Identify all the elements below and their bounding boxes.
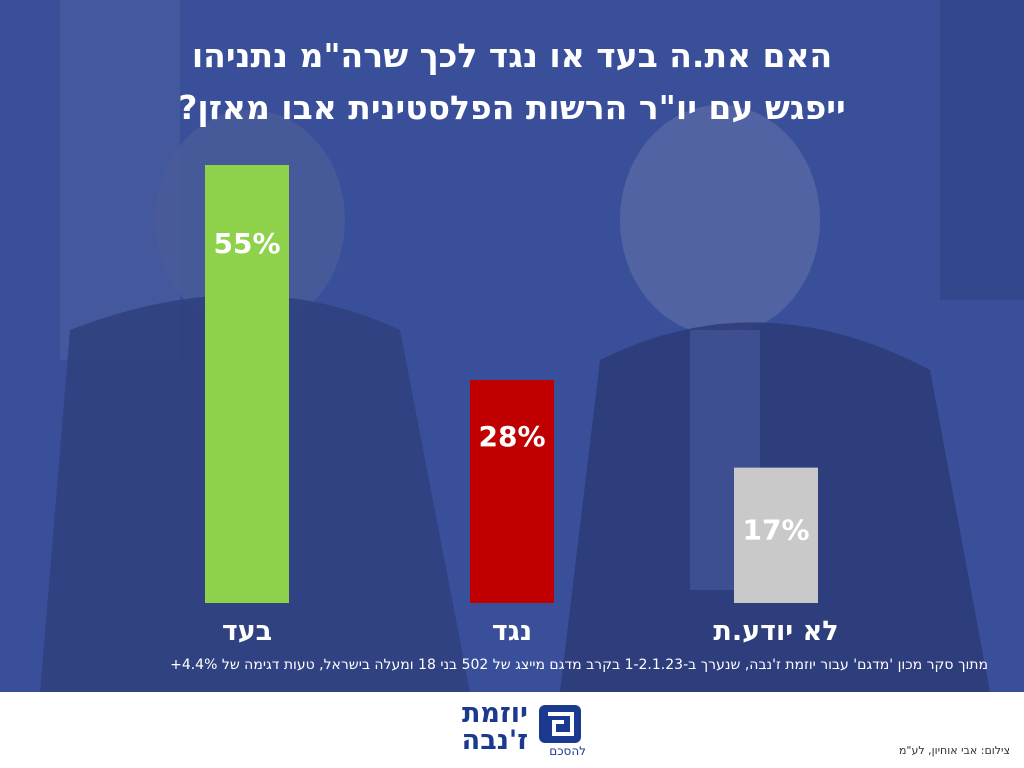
survey-footnote: מתוך סקר מכון 'מדגם' עבור יוזמת ז'נבה, ש… [170, 657, 988, 673]
bar-chart: 55% בעד 28% נגד 17% לא יודע.ת [205, 165, 839, 647]
logo-tagline: להסכם [549, 744, 586, 758]
bar-3 [734, 467, 818, 603]
geneva-initiative-logo: יוזמת ז'נבה להסכם [448, 700, 588, 760]
chart-stage: האם את.ה בעד או נגד לכך שרה"מ נתניהו ייפ… [0, 0, 1024, 692]
bar-2 [470, 380, 554, 603]
bar-value-label-3: 17% [742, 514, 809, 547]
logo-line-2: ז'נבה [461, 725, 528, 756]
footer [0, 692, 1024, 768]
category-label-2: נגד [492, 616, 532, 647]
background-photo [40, 0, 1024, 692]
bar-value-label-1: 55% [213, 227, 280, 260]
logo-mark-icon [539, 705, 581, 743]
photo-credit: צילום: אבי אוחיון, לע"מ [898, 744, 1010, 757]
bar-value-label-2: 28% [478, 420, 545, 453]
category-label-3: לא יודע.ת [713, 616, 838, 647]
logo-line-1: יוזמת [461, 698, 528, 729]
title-line-1: האם את.ה בעד או נגד לכך שרה"מ נתניהו [191, 36, 833, 75]
title-line-2: ייפגש עם יו"ר הרשות הפלסטינית אבו מאזן? [178, 88, 846, 127]
chart-title: האם את.ה בעד או נגד לכך שרה"מ נתניהו ייפ… [0, 30, 1024, 134]
logo-wordmark: יוזמת ז'נבה [462, 700, 528, 754]
category-label-1: בעד [222, 616, 272, 647]
bar-1 [205, 165, 289, 603]
